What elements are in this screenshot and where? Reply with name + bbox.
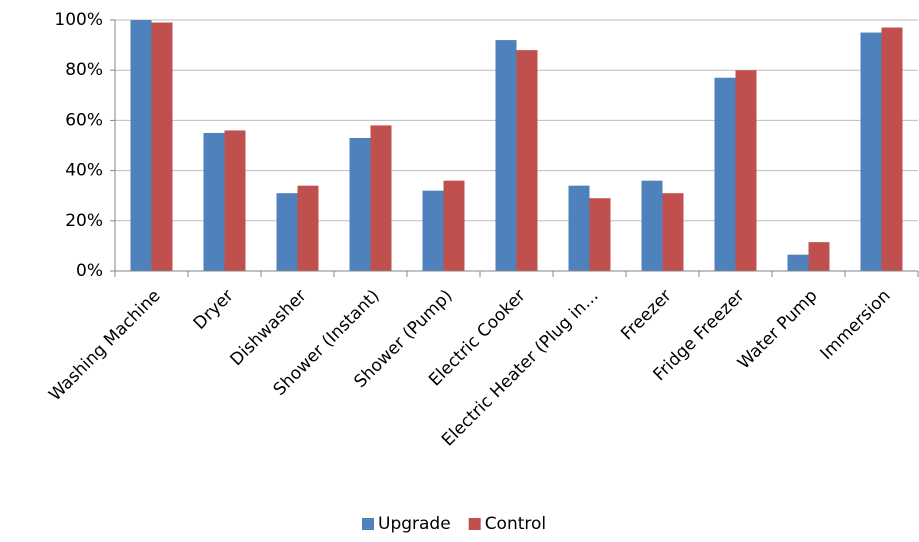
bar (422, 190, 444, 271)
bar (443, 180, 465, 271)
legend-swatch (468, 518, 481, 530)
bar (224, 130, 246, 271)
x-tick-label: Immersion (817, 286, 895, 364)
bar (203, 132, 225, 271)
bar (787, 254, 809, 271)
bar (641, 180, 663, 271)
x-tick-label: Washing Machine (45, 286, 164, 405)
legend-label: Control (485, 514, 546, 534)
y-tick-label: 20% (65, 211, 103, 231)
x-tick-label: Electric Heater (Plug in… (438, 286, 603, 451)
bar (349, 137, 371, 271)
bar (589, 198, 611, 271)
bar (714, 77, 736, 271)
bar (881, 27, 903, 272)
bar (662, 193, 684, 271)
bar (516, 50, 538, 272)
x-tick-label: Freezer (617, 286, 675, 344)
bar (130, 20, 152, 271)
bar (860, 32, 882, 271)
bar (297, 185, 319, 271)
legend-label: Upgrade (378, 514, 451, 534)
y-tick-label: 60% (65, 110, 103, 130)
y-tick-label: 0% (76, 261, 103, 281)
y-tick-label: 100% (54, 10, 103, 30)
legend-swatch (362, 518, 374, 530)
y-tick-label: 80% (65, 60, 103, 80)
bar (370, 125, 392, 271)
bar (276, 193, 298, 271)
x-tick-label: Dryer (190, 286, 238, 334)
bar (808, 242, 830, 271)
y-tick-label: 40% (65, 161, 103, 181)
bar (735, 70, 757, 271)
bar (568, 185, 590, 271)
bar (151, 22, 173, 272)
bar (495, 40, 517, 271)
